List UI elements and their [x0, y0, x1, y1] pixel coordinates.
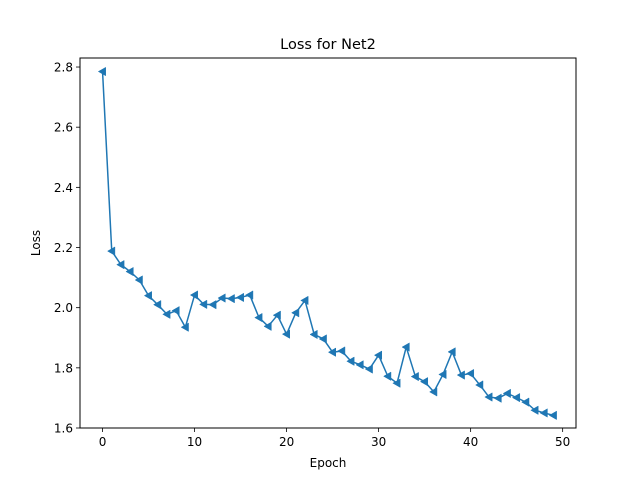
data-point: [465, 368, 475, 379]
data-point: [116, 260, 125, 270]
x-tick-label: 10: [187, 435, 202, 449]
data-point: [475, 380, 484, 390]
x-tick-label: 0: [99, 435, 107, 449]
data-point: [235, 292, 244, 303]
data-point: [484, 392, 493, 402]
data-point: [143, 291, 152, 301]
data-point: [539, 408, 548, 418]
data-point: [401, 342, 410, 352]
data-point: [438, 369, 447, 380]
data-point: [107, 246, 116, 256]
data-point: [245, 290, 254, 300]
axes-frame: [79, 57, 577, 429]
data-point: [447, 347, 456, 357]
data-point: [493, 393, 502, 403]
data-point: [254, 312, 263, 323]
data-point: [392, 378, 401, 388]
data-point: [327, 347, 336, 357]
data-point: [263, 321, 272, 331]
chart-title: Loss for Net2: [280, 37, 376, 53]
data-point: [217, 293, 226, 303]
data-point: [171, 306, 180, 316]
data-point: [272, 310, 281, 320]
x-tick-label: 30: [371, 435, 386, 449]
data-point: [429, 387, 438, 397]
plot-area: [97, 66, 557, 421]
x-tick-label: 50: [555, 435, 570, 449]
data-point: [502, 388, 511, 399]
x-tick-label: 40: [463, 435, 478, 449]
data-point: [162, 309, 171, 319]
data-point: [521, 397, 530, 407]
y-tick-label: 2.8: [54, 61, 73, 75]
data-point: [300, 295, 309, 306]
data-point: [548, 410, 557, 421]
data-point: [355, 360, 364, 370]
data-point: [419, 377, 429, 387]
data-point: [364, 364, 373, 374]
y-tick-label: 2.6: [54, 121, 73, 135]
y-tick-label: 1.6: [54, 422, 73, 436]
y-tick-label: 2.4: [54, 181, 73, 195]
y-axis: 1.6 1.8 2.0 2.2 2.4 2.6 2.8: [54, 61, 80, 436]
data-point: [281, 329, 290, 339]
data-point: [309, 329, 318, 340]
y-axis-label: Loss: [29, 230, 43, 256]
data-point: [410, 371, 419, 382]
x-axis-label: Epoch: [310, 456, 347, 470]
data-point: [530, 405, 539, 415]
y-tick-label: 1.8: [54, 361, 73, 375]
data-point: [199, 299, 208, 310]
data-point: [125, 266, 134, 277]
data-point: [346, 356, 355, 366]
y-tick-label: 2.2: [54, 241, 73, 255]
data-point: [208, 300, 217, 310]
data-point: [189, 290, 198, 300]
data-point: [383, 371, 392, 381]
data-point: [97, 66, 106, 77]
data-point: [226, 294, 235, 304]
data-point: [511, 392, 521, 403]
data-point: [180, 322, 189, 332]
data-point: [337, 346, 346, 356]
x-axis: 0 10 20 30 40 50: [99, 428, 570, 449]
data-point: [318, 334, 327, 344]
x-tick-label: 20: [279, 435, 294, 449]
data-point: [373, 350, 383, 360]
data-point: [291, 308, 300, 318]
data-point: [134, 275, 143, 285]
y-tick-label: 2.0: [54, 301, 73, 315]
data-point: [456, 370, 465, 380]
data-point: [153, 300, 162, 310]
